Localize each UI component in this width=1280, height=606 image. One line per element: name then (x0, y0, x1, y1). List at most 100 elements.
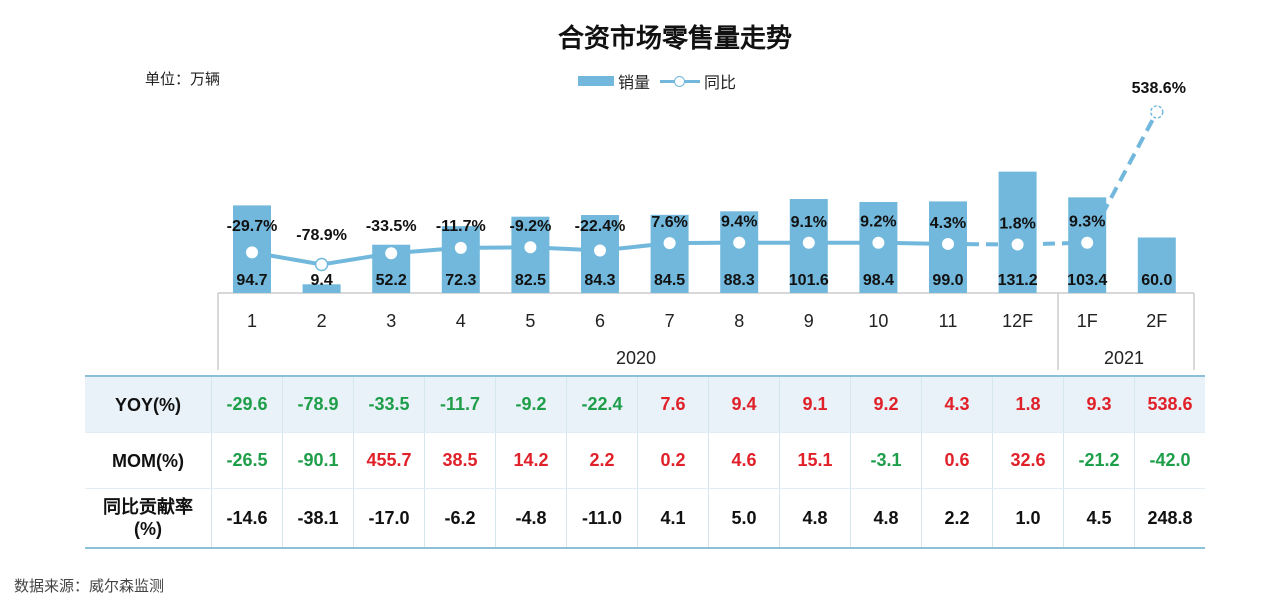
bar (720, 211, 759, 293)
bar-value-label: 99.0 (932, 272, 963, 289)
row-header: YOY(%) (85, 375, 212, 433)
x-tick-label: 1F (1077, 311, 1098, 331)
table-cell: 0.2 (637, 432, 709, 489)
yoy-marker (872, 236, 885, 249)
bar-value-label: 9.4 (310, 272, 332, 289)
yoy-marker (1011, 238, 1024, 251)
table-cell: 32.6 (992, 432, 1064, 489)
bar-value-label: 84.3 (584, 272, 615, 289)
x-tick-label: 4 (456, 311, 466, 331)
table-cell: -90.1 (282, 432, 354, 489)
data-table: YOY(%) -29.6 -78.9 -33.5 -11.7 -9.2 -22.4 7.6 9.… (85, 375, 1205, 549)
yoy-line-forecast (947, 111, 1159, 247)
x-tick-label: 7 (665, 311, 675, 331)
yoy-marker (663, 237, 676, 250)
chart-title: 合资市场零售量走势 (557, 24, 792, 54)
table-cell: -38.1 (282, 488, 354, 549)
yoy-marker (594, 244, 606, 257)
yoy-value-label: -29.7% (227, 218, 278, 235)
bar-value-label: 101.6 (789, 272, 829, 289)
bar-value-label: 88.3 (724, 272, 755, 289)
x-tick-label: 10 (868, 311, 888, 331)
yoy-marker (524, 241, 537, 254)
table-cell: 4.1 (637, 488, 709, 549)
yoy-marker (314, 257, 329, 272)
table-cell: 4.8 (850, 488, 922, 549)
x-tick-label: 9 (804, 311, 814, 331)
yoy-value-label: 1.8% (999, 216, 1035, 233)
bar (441, 226, 480, 293)
yoy-marker (246, 246, 258, 259)
yoy-value-label: -33.5% (366, 218, 417, 235)
legend-bar-label: 销量 (618, 73, 651, 92)
table-cell: 9.3 (1063, 375, 1135, 433)
yoy-marker (802, 236, 815, 249)
table-cell: 4.8 (779, 488, 851, 549)
table-cell: -17.0 (353, 488, 425, 549)
table-cell: -29.6 (211, 375, 283, 433)
table-cell: 9.4 (708, 375, 780, 433)
table-cell: 248.8 (1134, 488, 1205, 549)
table-cell: -9.2 (495, 375, 567, 433)
x-tick-label: 11 (939, 311, 958, 331)
bar (511, 216, 550, 293)
x-tick-label: 1 (247, 311, 257, 331)
table-cell: 9.2 (850, 375, 922, 433)
yoy-value-label: -78.9% (296, 227, 347, 244)
table-row: MOM(%) -26.5 -90.1 455.7 38.5 14.2 2.2 0.2 4.6 15… (85, 432, 1205, 489)
legend: 销量 同比 (578, 69, 736, 93)
yoy-marker (1081, 236, 1094, 249)
table-cell: 5.0 (708, 488, 780, 549)
bar-value-label: 52.2 (376, 272, 407, 289)
unit-label: 单位：万辆 (145, 70, 221, 88)
table-cell: -78.9 (282, 375, 354, 433)
yoy-marker (1150, 105, 1164, 119)
table-cell: 9.1 (779, 375, 851, 433)
bar-value-label: 60.0 (1141, 272, 1172, 289)
x-tick-label: 2F (1146, 311, 1167, 331)
table-cell: 4.3 (921, 375, 993, 433)
yoy-marker (454, 241, 467, 254)
x-tick-label: 3 (386, 311, 396, 331)
table-cell: 38.5 (424, 432, 496, 489)
year-label: 2021 (1104, 348, 1144, 368)
yoy-value-label: 4.3% (930, 215, 966, 232)
bar (1137, 237, 1176, 293)
table-cell: 14.2 (495, 432, 567, 489)
table-cell: 4.6 (708, 432, 780, 489)
table-cell: -3.1 (850, 432, 922, 489)
yoy-marker (733, 236, 746, 249)
table-cell: -6.2 (424, 488, 496, 549)
chart-plot: 94.7 9.4 52.2 72.3 82.5 84.3 84.5 88.3 101.6 98.4… (217, 80, 1195, 370)
bar-value-label: 103.4 (1067, 272, 1107, 289)
yoy-value-label: 9.2% (860, 214, 896, 231)
yoy-value-label: -11.7% (436, 218, 486, 235)
bar-value-label: 94.7 (236, 272, 267, 289)
x-tick-label: 12F (1002, 311, 1033, 331)
source-note: 数据来源：威尔森监测 (14, 577, 165, 595)
table-cell: -14.6 (211, 488, 283, 549)
table-cell: -42.0 (1134, 432, 1205, 489)
table-cell: 538.6 (1134, 375, 1205, 433)
bar (650, 214, 689, 293)
yoy-value-label: -9.2% (510, 218, 552, 235)
table-row: YOY(%) -29.6 -78.9 -33.5 -11.7 -9.2 -22.4 7.6 9.… (85, 375, 1205, 433)
bar-value-label: 98.4 (863, 272, 894, 289)
table-row: 同比贡献率 (%) -14.6 -38.1 -17.0 -6.2 -4.8 -11.0 4.1 5… (85, 488, 1205, 549)
legend-bar-swatch (578, 76, 614, 86)
table-cell: -21.2 (1063, 432, 1135, 489)
yoy-value-label: 538.6% (1132, 80, 1186, 97)
yoy-marker (385, 247, 398, 260)
table-cell: 1.0 (992, 488, 1064, 549)
yoy-marker (942, 237, 954, 250)
yoy-value-label: 7.6% (651, 214, 687, 231)
table-cell: 4.5 (1063, 488, 1135, 549)
bar-value-label: 84.5 (654, 272, 685, 289)
table-cell: 0.6 (921, 432, 993, 489)
table-cell: -22.4 (566, 375, 638, 433)
legend-line-swatch (660, 74, 701, 88)
bar-value-label: 82.5 (515, 272, 546, 289)
row-header: MOM(%) (85, 432, 212, 489)
table-cell: -4.8 (495, 488, 567, 549)
x-tick-label: 6 (595, 311, 605, 331)
